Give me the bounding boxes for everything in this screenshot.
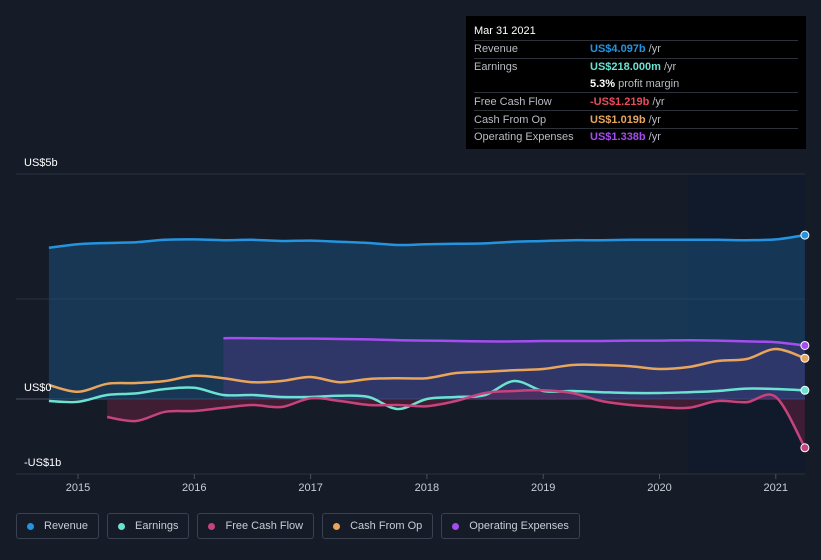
y-axis-labels: US$5b US$0 -US$1b (24, 157, 61, 469)
y-axis-label: -US$1b (24, 457, 61, 469)
x-tick-label: 2017 (298, 482, 322, 494)
revenue-line (48, 233, 806, 250)
legend-dot-icon (27, 522, 34, 530)
x-tick-label: 2020 (647, 482, 671, 494)
tooltip-row: Revenue US$4.097b/yr (474, 40, 798, 58)
earnings-line (48, 379, 805, 411)
legend-dot-icon (333, 522, 341, 530)
legend-item-cash-from-op[interactable]: Cash From Op (322, 513, 434, 539)
tooltip-key: Operating Expenses (474, 131, 574, 144)
legend-item-operating-expenses[interactable]: Operating Expenses (441, 513, 580, 539)
y-axis-label: US$5b (24, 157, 58, 169)
tooltip-row: Earnings US$218.000m/yr (474, 57, 798, 76)
cash-from-op-line (48, 347, 806, 394)
legend-label: Cash From Op (350, 520, 423, 532)
tooltip-unit: /yr (663, 61, 677, 74)
x-tick-label: 2019 (531, 482, 555, 494)
tooltip-value: US$1.019b (590, 113, 646, 126)
tooltip: Mar 31 2021 Revenue US$4.097b/yr Earnings U… (466, 16, 806, 149)
tooltip-key: Cash From Op (474, 113, 547, 126)
legend-dot-icon (118, 522, 126, 530)
tooltip-value: US$1.338b (590, 131, 646, 144)
tooltip-value: US$4.097b (590, 43, 646, 56)
tooltip-unit: profit margin (618, 77, 680, 90)
series-end-dots (800, 230, 810, 453)
revenue-end-dot (800, 230, 810, 240)
legend-label: Operating Expenses (469, 520, 569, 532)
legend: Revenue Earnings Free Cash Flow Cash From O… (16, 513, 580, 539)
y-axis-label: US$0 (24, 382, 52, 394)
tooltip-row: Operating Expenses US$1.338b/yr (474, 127, 798, 146)
operating-expenses-end-dot (800, 340, 810, 350)
series-areas (48, 235, 805, 448)
tooltip-key: Revenue (474, 43, 519, 56)
tooltip-unit: /yr (648, 113, 661, 126)
x-tick-label: 2018 (415, 482, 439, 494)
tooltip-unit: /yr (648, 131, 661, 144)
legend-label: Free Cash Flow (225, 520, 304, 532)
legend-dot-icon (208, 522, 216, 530)
tooltip-value: -US$1.219b (590, 95, 650, 108)
legend-item-free-cash-flow[interactable]: Free Cash Flow (197, 513, 315, 539)
revenue-area (48, 235, 805, 399)
free-cash-flow-end-dot (800, 443, 810, 453)
tooltip-key: Free Cash Flow (474, 95, 552, 108)
tooltip-row: Cash From Op US$1.019b/yr (474, 110, 798, 128)
tooltip-value: 5.3% (590, 77, 616, 90)
tooltip-value: US$218.000m (590, 61, 661, 74)
tooltip-row: 5.3% profit margin (474, 76, 798, 93)
operating-expenses-area (223, 338, 805, 399)
legend-dot-icon (452, 522, 460, 530)
x-axis-ticks: 2015 2016 2017 2018 2019 2020 2021 (66, 474, 788, 494)
cash-from-op-end-dot (800, 353, 810, 363)
tooltip-date: Mar 31 2021 (474, 25, 536, 37)
x-tick-label: 2015 (66, 482, 90, 494)
free-cash-flow-line (106, 388, 806, 449)
legend-label: Revenue (44, 520, 89, 532)
x-tick-label: 2016 (182, 482, 206, 494)
tooltip-unit: /yr (648, 43, 661, 56)
tooltip-rows: Revenue US$4.097b/yr Earnings US$218.000m/y… (474, 40, 798, 146)
tooltip-unit: /yr (652, 95, 665, 108)
earnings-end-dot (800, 385, 810, 395)
series-lines (48, 233, 806, 449)
legend-item-revenue[interactable]: Revenue (16, 513, 100, 539)
operating-expenses-line (223, 336, 806, 347)
legend-label: Earnings (135, 520, 179, 532)
tooltip-row: Free Cash Flow -US$1.219b/yr (474, 92, 798, 110)
legend-item-earnings[interactable]: Earnings (107, 513, 190, 539)
tooltip-key: Earnings (474, 61, 518, 74)
x-tick-label: 2021 (764, 482, 788, 494)
